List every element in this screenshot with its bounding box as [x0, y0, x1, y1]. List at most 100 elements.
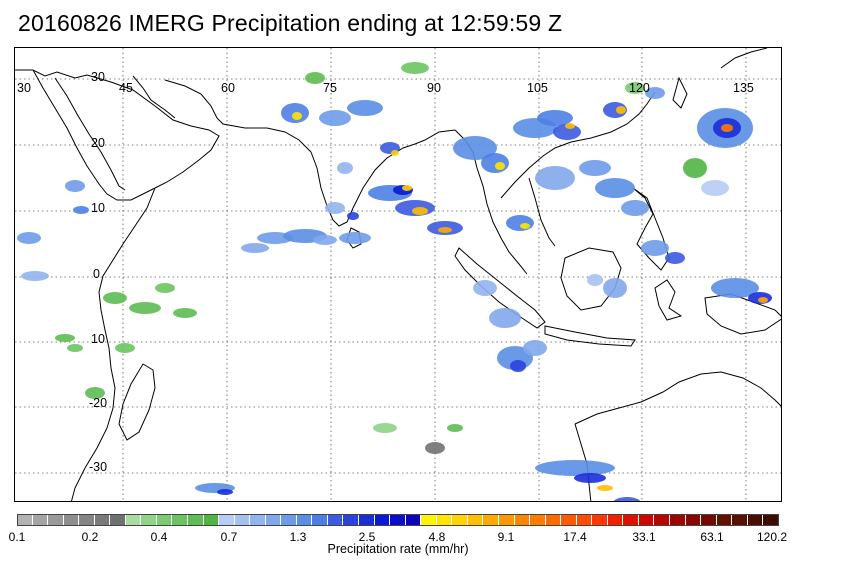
precipitation-cell: [595, 178, 635, 198]
colorbar-cell: [763, 514, 779, 526]
colorbar-cell: [234, 514, 251, 526]
precipitation-cell: [402, 185, 412, 191]
latitude-label: 10: [91, 332, 105, 346]
precipitation-cell: [645, 87, 665, 99]
colorbar-tick-label: 63.1: [700, 530, 724, 544]
map-title: 20160826 IMERG Precipitation ending at 1…: [18, 10, 563, 36]
precipitation-cell: [129, 302, 161, 314]
precipitation-cell: [535, 460, 615, 476]
precipitation-cell: [523, 340, 547, 356]
precipitation-cell: [17, 232, 41, 244]
colorbar-tick-label: 1.3: [289, 530, 307, 544]
precipitation-cell: [217, 489, 233, 495]
colorbar-cell: [685, 514, 702, 526]
precipitation-cell: [625, 82, 645, 94]
colorbar-cell: [545, 514, 562, 526]
precipitation-cell: [425, 442, 445, 454]
colorbar-cell: [296, 514, 313, 526]
longitude-label: 30: [17, 81, 31, 95]
precipitation-cell: [506, 215, 534, 231]
colorbar-tick-label: 17.4: [563, 530, 587, 544]
colorbar-cell: [203, 514, 220, 526]
latitude-label: 30: [91, 70, 105, 84]
map-gridlines: [15, 48, 781, 501]
colorbar-cell: [327, 514, 344, 526]
precipitation-cell: [85, 387, 105, 399]
colorbar-cell: [141, 514, 157, 526]
colorbar-cell: [654, 514, 670, 526]
precipitation-cell: [565, 123, 575, 129]
colorbar-cell: [483, 514, 499, 526]
latitude-label: -30: [89, 460, 108, 474]
colorbar-cell: [638, 514, 655, 526]
precipitation-cell: [21, 271, 49, 281]
colorbar-cell: [125, 514, 142, 526]
precipitation-map: 30 45 60 75 90 105 120 135 30 20 10 0 10…: [14, 47, 782, 502]
precipitation-cell: [473, 280, 497, 296]
colorbar-cell: [701, 514, 717, 526]
precipitation-cell: [339, 232, 371, 244]
precipitation-cell: [489, 308, 521, 328]
colorbar-tick-label: 9.1: [497, 530, 515, 544]
colorbar-cell: [374, 514, 391, 526]
precipitation-cell: [155, 283, 175, 293]
colorbar-cell: [716, 514, 733, 526]
precipitation-cell: [447, 424, 463, 432]
colorbar-tick-label: 0.1: [8, 530, 26, 544]
latitude-label: 20: [91, 136, 105, 150]
precipitation-cell: [495, 162, 505, 170]
colorbar-cell: [156, 514, 173, 526]
coastlines: [15, 48, 781, 501]
precipitation-cell: [721, 124, 733, 132]
colorbar-cell: [421, 514, 437, 526]
precipitation-cell: [337, 162, 353, 174]
precipitation-cell: [537, 110, 573, 126]
colorbar-cell: [669, 514, 686, 526]
precipitation-cell: [613, 497, 641, 501]
precipitation-cell: [683, 158, 707, 178]
colorbar-tick-label: 0.2: [81, 530, 99, 544]
latitude-label: -20: [89, 396, 108, 410]
colorbar-cell: [32, 514, 49, 526]
precipitation-cell: [701, 180, 729, 196]
colorbar-cell: [219, 514, 235, 526]
precipitation-cell: [711, 278, 759, 298]
colorbar-cell: [94, 514, 111, 526]
colorbar-cell: [607, 514, 624, 526]
longitude-label: 120: [629, 81, 650, 95]
precipitation-cell: [553, 124, 581, 140]
latitude-label: 0: [93, 267, 100, 281]
precipitation-cell: [510, 360, 526, 372]
colorbar-cell: [436, 514, 453, 526]
colorbar-cell: [514, 514, 531, 526]
precipitation-cell: [597, 485, 613, 491]
longitude-label: 45: [119, 81, 133, 95]
colorbar-tick-label: 33.1: [632, 530, 656, 544]
precipitation-cell: [103, 292, 127, 304]
precipitation-cell: [292, 112, 302, 120]
precipitation-cell: [758, 297, 768, 303]
colorbar-cell: [17, 514, 33, 526]
colorbar-tick-label: 0.7: [220, 530, 238, 544]
colorbar-cell: [281, 514, 297, 526]
colorbar-cell: [592, 514, 608, 526]
precipitation-cell: [535, 166, 575, 190]
precipitation-cell: [305, 72, 325, 84]
longitude-label: 60: [221, 81, 235, 95]
colorbar-cell: [390, 514, 406, 526]
longitude-label: 105: [527, 81, 548, 95]
precipitation-cell: [73, 206, 89, 214]
colorbar-cell: [359, 514, 375, 526]
precipitation-cell: [616, 106, 626, 114]
colorbar-cell: [343, 514, 360, 526]
precipitation-cell: [665, 252, 685, 264]
precipitation-cell: [481, 153, 509, 173]
longitude-label: 135: [733, 81, 754, 95]
colorbar-cell: [79, 514, 95, 526]
precipitation-cell: [319, 110, 351, 126]
precipitation-cell: [603, 278, 627, 298]
colorbar-tick-label: 0.4: [150, 530, 168, 544]
precipitation-cells: [17, 62, 772, 501]
colorbar-title: Precipitation rate (mm/hr): [327, 542, 469, 556]
colorbar-cell: [498, 514, 515, 526]
